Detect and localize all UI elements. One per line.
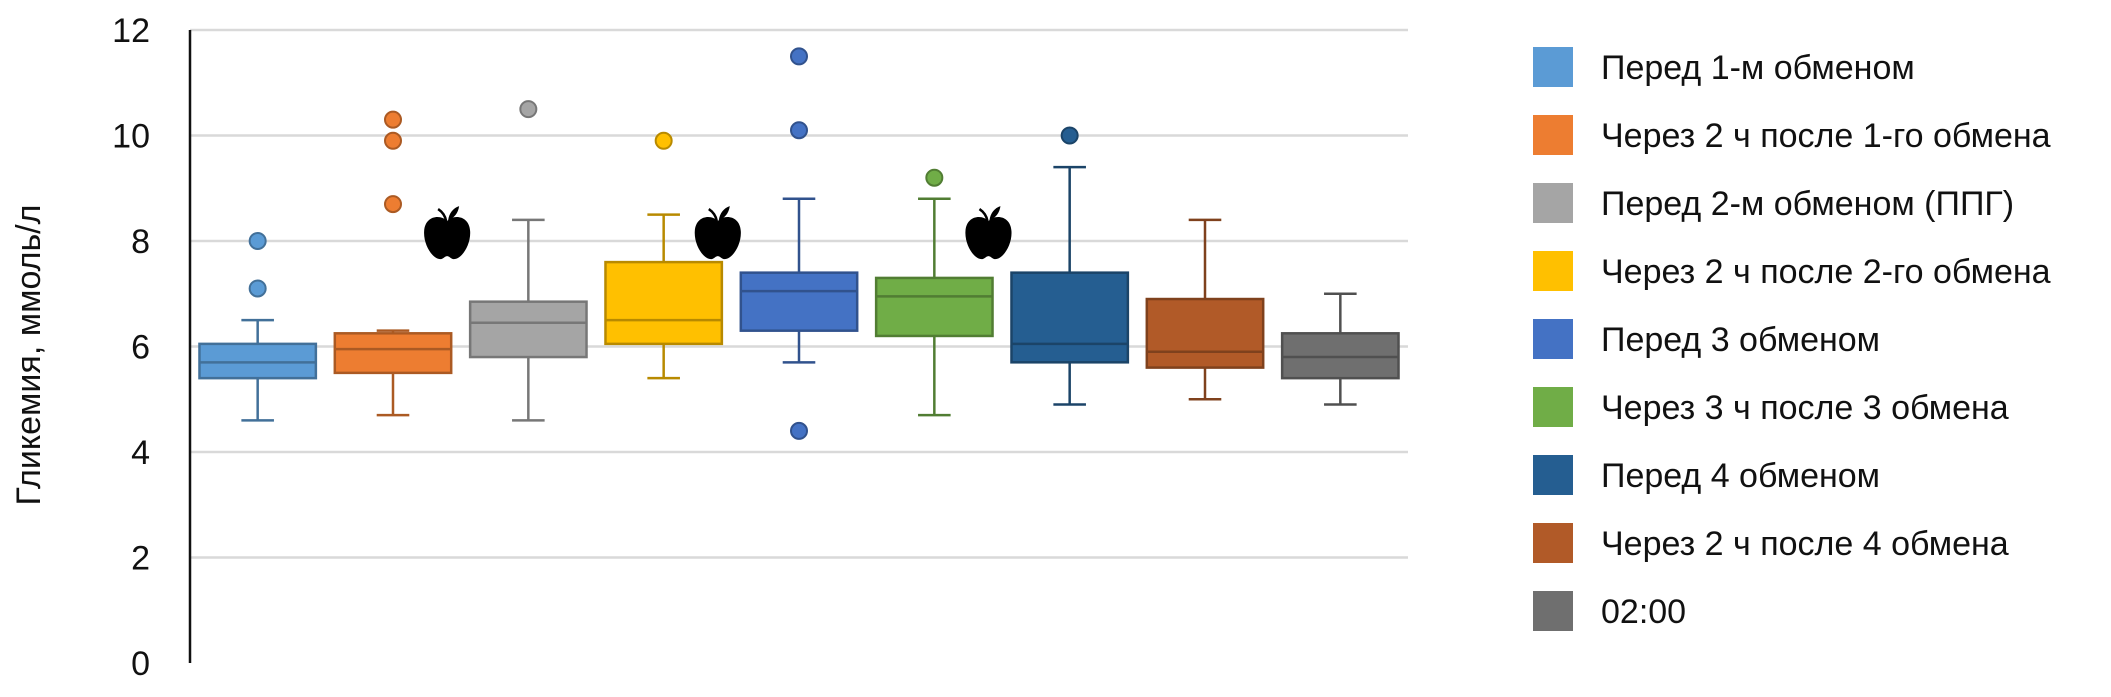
outlier-point (519, 100, 538, 119)
legend-item: Через 2 ч после 2-го обмена (1533, 251, 2051, 291)
outlier-point (248, 232, 267, 250)
legend-item: Перед 4 обменом (1533, 455, 1880, 495)
outlier-point (654, 131, 673, 150)
y-tick-label: 4 (131, 434, 150, 472)
legend-label: Перед 1-м обменом (1601, 49, 1915, 87)
legend: Перед 1-м обменом Через 2 ч после 1-го об… (1533, 47, 2051, 631)
outlier-point (790, 47, 808, 66)
legend-label: Перед 2-м обменом (ППГ) (1601, 185, 2014, 223)
y-axis-ticks: 0 2 4 6 8 10 12 (112, 12, 150, 683)
box-5 (694, 47, 859, 440)
legend-item: Через 2 ч после 1-го обмена (1533, 115, 2051, 155)
legend-label: Перед 3 обменом (1601, 321, 1880, 359)
box-7 (965, 126, 1130, 406)
legend-item: Через 2 ч после 4 обмена (1533, 523, 2009, 563)
legend-swatch (1533, 47, 1573, 87)
box-iqr (333, 332, 453, 375)
y-tick-label: 0 (131, 645, 150, 683)
outlier-point (248, 279, 267, 298)
y-axis-title: Гликемия, ммоль/л (10, 205, 48, 506)
y-tick-label: 12 (112, 12, 150, 50)
box-9 (1280, 292, 1400, 406)
box-iqr (198, 342, 318, 380)
legend-swatch (1533, 251, 1573, 291)
apple-icon (424, 206, 471, 260)
legend-item: Перед 2-м обменом (ППГ) (1533, 183, 2014, 223)
legend-swatch (1533, 319, 1573, 359)
box-4 (604, 131, 724, 380)
outlier-point (790, 421, 808, 440)
legend-item: 02:00 (1533, 591, 1686, 631)
box-iqr (1280, 332, 1400, 380)
legend-swatch (1533, 115, 1573, 155)
legend-label: Перед 4 обменом (1601, 457, 1880, 495)
outlier-point (790, 121, 808, 140)
legend-swatch (1533, 455, 1573, 495)
box-1 (198, 232, 318, 422)
box-iqr (874, 276, 994, 338)
outlier-point (384, 110, 402, 129)
box-iqr (1145, 297, 1265, 369)
legend-swatch (1533, 591, 1573, 631)
legend-label: Через 2 ч после 2-го обмена (1601, 253, 2051, 291)
boxes (198, 47, 1400, 440)
legend-label: Через 3 ч после 3 обмена (1601, 389, 2009, 427)
y-tick-label: 6 (131, 329, 150, 367)
y-tick-label: 8 (131, 223, 150, 261)
outlier-point (384, 131, 402, 150)
legend-swatch (1533, 523, 1573, 563)
legend-label: Через 2 ч после 4 обмена (1601, 525, 2009, 563)
legend-label: 02:00 (1601, 593, 1686, 631)
apple-icon (694, 206, 741, 260)
box-8 (1145, 218, 1265, 401)
apple-icon (965, 206, 1012, 260)
box-iqr (604, 260, 724, 346)
box-3 (424, 100, 588, 422)
legend-item: Перед 1-м обменом (1533, 47, 1915, 87)
legend-label: Через 2 ч после 1-го обмена (1601, 117, 2051, 155)
box-6 (874, 168, 994, 417)
legend-item: Перед 3 обменом (1533, 319, 1880, 359)
outlier-point (1060, 126, 1079, 145)
box-2 (333, 110, 453, 417)
box-iqr (739, 271, 859, 332)
box-iqr (1010, 271, 1130, 364)
box-iqr (468, 300, 588, 359)
legend-item: Через 3 ч после 3 обмена (1533, 387, 2009, 427)
outlier-point (925, 168, 944, 187)
legend-swatch (1533, 387, 1573, 427)
y-tick-label: 10 (112, 118, 150, 156)
legend-swatch (1533, 183, 1573, 223)
y-tick-label: 2 (131, 540, 150, 578)
outlier-point (384, 195, 402, 214)
